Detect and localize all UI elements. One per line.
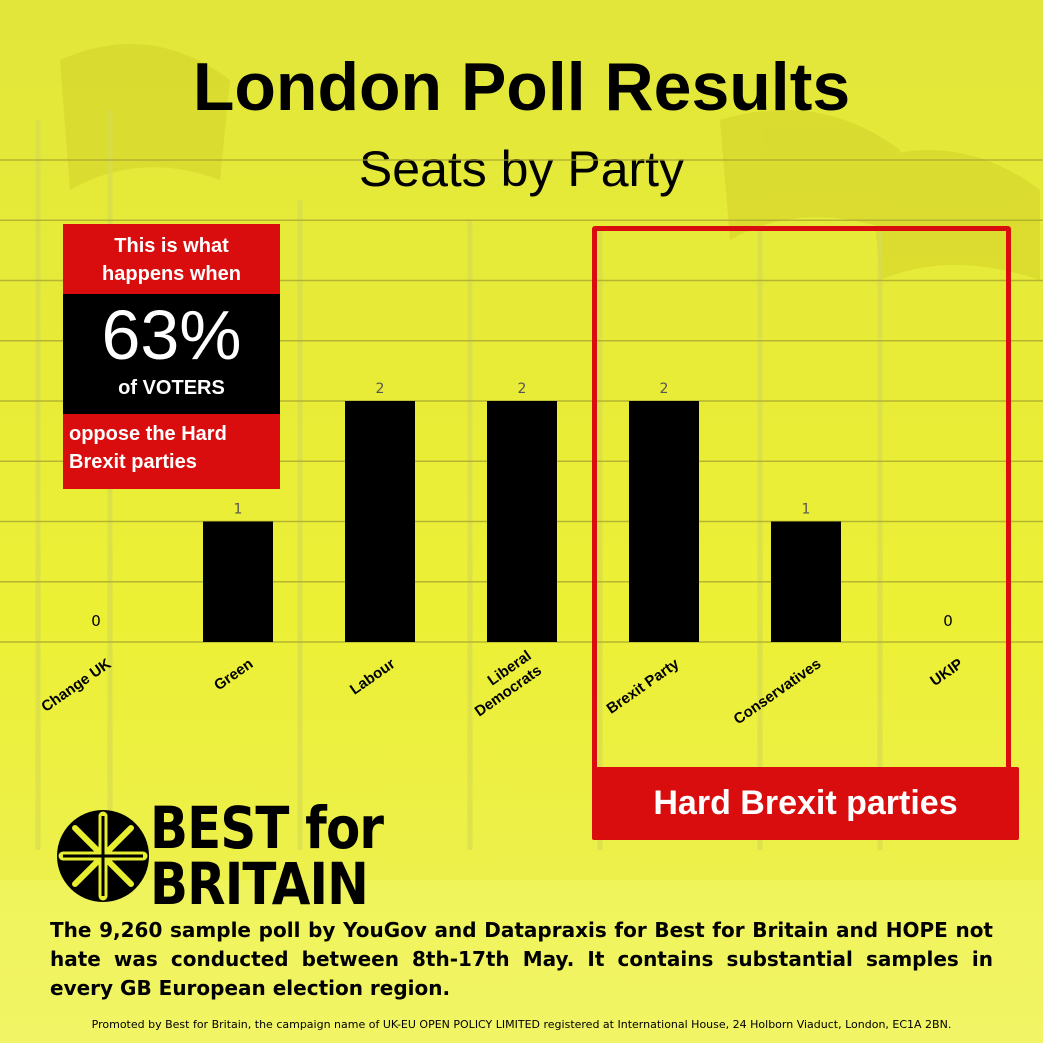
category-label-line: Change UK	[38, 655, 114, 715]
voters-callout: This is what happens when 63% of VOTERS …	[63, 224, 280, 489]
callout-line1: This is what	[114, 235, 229, 257]
bar	[771, 521, 841, 642]
logo-line2: BRITAIN	[150, 850, 369, 918]
callout-line4: Brexit parties	[69, 451, 197, 473]
category-label: LiberalDemocrats	[461, 647, 545, 720]
bar	[203, 521, 273, 642]
data-label: 2	[518, 381, 527, 397]
page-title: London Poll Results	[192, 49, 851, 125]
data-label: 2	[660, 381, 669, 397]
hard-brexit-label: Hard Brexit parties	[592, 767, 1019, 840]
promoted-by-text: Promoted by Best for Britain, the campai…	[91, 1018, 952, 1031]
category-label: Green	[211, 655, 256, 694]
logo-wordmark: BEST for BRITAIN	[150, 794, 384, 918]
callout-bottom: oppose the Hard Brexit parties	[63, 414, 280, 489]
callout-middle: 63% of VOTERS	[63, 294, 280, 414]
poll-note: The 9,260 sample poll by YouGov and Data…	[50, 918, 993, 1000]
footer-band	[0, 880, 1043, 1043]
logo-line1: BEST for	[150, 794, 384, 862]
bar	[487, 401, 557, 642]
data-label: 0	[943, 612, 953, 630]
data-label: 0	[91, 612, 101, 630]
bar	[629, 401, 699, 642]
hard-brexit-highlight-box	[592, 226, 1011, 836]
data-label: 1	[234, 502, 243, 518]
callout-percent: 63%	[101, 296, 242, 374]
bar	[345, 401, 415, 642]
callout-line2: happens when	[102, 263, 241, 285]
category-label-line: Labour	[347, 655, 399, 698]
callout-top: This is what happens when	[63, 224, 280, 294]
data-label: 2	[376, 381, 385, 397]
union-flag-logo-icon	[57, 810, 149, 902]
category-label: Change UK	[38, 655, 114, 715]
callout-voters: of VOTERS	[118, 377, 225, 399]
category-label: Labour	[347, 655, 399, 698]
data-label: 1	[802, 502, 811, 518]
page-subtitle: Seats by Party	[358, 141, 685, 197]
callout-line3: oppose the Hard	[69, 423, 227, 445]
category-label-line: Green	[211, 655, 256, 694]
